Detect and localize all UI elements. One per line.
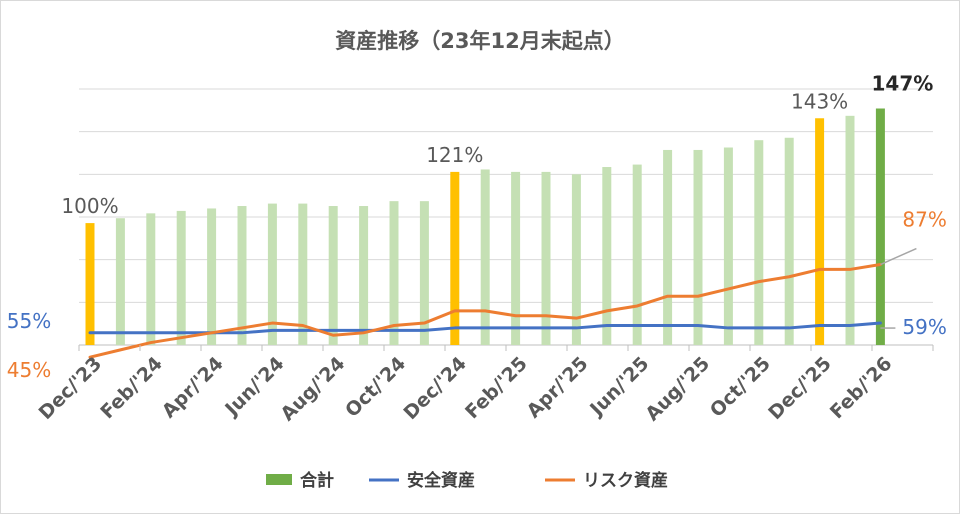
x-tick-label: Feb/'26 bbox=[826, 353, 897, 424]
bar-total bbox=[693, 149, 703, 345]
bar-total bbox=[845, 115, 855, 345]
bar-total bbox=[602, 167, 612, 345]
bar-total bbox=[267, 203, 277, 345]
data-label: 45% bbox=[7, 358, 51, 382]
bar-total bbox=[663, 149, 673, 345]
x-tick-label: Apr/'24 bbox=[158, 353, 228, 423]
x-tick-label: Oct/'24 bbox=[341, 353, 410, 422]
bar-total bbox=[511, 171, 521, 345]
bar-total bbox=[541, 171, 551, 345]
line-risk-assets bbox=[88, 263, 882, 359]
line-safe-assets bbox=[88, 321, 882, 335]
bar-total bbox=[85, 223, 95, 345]
x-tick-label: Feb/'24 bbox=[96, 353, 167, 424]
legend-label: リスク資産 bbox=[583, 470, 668, 491]
bar-total bbox=[875, 108, 885, 345]
data-label: 59% bbox=[902, 315, 946, 339]
bar-total bbox=[419, 201, 429, 345]
data-label: 143% bbox=[791, 89, 848, 113]
legend-label: 合計 bbox=[300, 470, 334, 491]
bar-total bbox=[632, 164, 642, 345]
bars-total bbox=[85, 108, 885, 345]
x-tick-label: Aug/'24 bbox=[276, 353, 349, 426]
x-tick-label: Aug/'25 bbox=[641, 353, 714, 426]
bar-total bbox=[815, 118, 825, 345]
lines bbox=[88, 263, 882, 359]
annotations: 100% 121% 143% 147% 55% 45% 59% 87% bbox=[7, 72, 947, 383]
legend-label: 安全資産 bbox=[407, 470, 475, 491]
leader-line bbox=[880, 247, 917, 266]
bar-total bbox=[146, 213, 156, 345]
bar-total bbox=[298, 203, 308, 345]
data-label: 147% bbox=[872, 72, 934, 96]
bar-total bbox=[207, 208, 217, 345]
bar-total bbox=[237, 206, 247, 345]
x-tick-label: Dec/'25 bbox=[764, 353, 836, 425]
legend: 合計 安全資産 リスク資産 bbox=[266, 470, 668, 491]
x-tick-label: Feb/'25 bbox=[461, 353, 532, 424]
bar-total bbox=[359, 206, 369, 345]
data-label: 55% bbox=[7, 309, 51, 333]
chart-title: 資産推移（23年12月末起点） bbox=[335, 29, 624, 53]
bar-total bbox=[176, 210, 186, 345]
bar-total bbox=[723, 147, 733, 345]
data-label: 121% bbox=[426, 143, 483, 167]
bar-total bbox=[115, 218, 125, 345]
x-tick-label: Dec/'24 bbox=[399, 353, 471, 425]
legend-swatch-total bbox=[266, 474, 292, 485]
gridlines bbox=[79, 88, 933, 346]
bar-total bbox=[389, 201, 399, 345]
bar-total bbox=[784, 137, 794, 345]
bar-total bbox=[450, 171, 460, 345]
x-axis: Dec/'23Feb/'24Apr/'24Jun/'24Aug/'24Oct/'… bbox=[35, 345, 934, 426]
bar-total bbox=[480, 169, 490, 345]
data-label: 87% bbox=[902, 208, 946, 232]
x-tick-label: Oct/'25 bbox=[706, 353, 775, 422]
data-label: 100% bbox=[61, 194, 118, 218]
bar-total bbox=[571, 174, 581, 345]
bar-total bbox=[754, 140, 764, 345]
x-tick-label: Apr/'25 bbox=[523, 353, 593, 423]
bar-total bbox=[328, 206, 338, 345]
